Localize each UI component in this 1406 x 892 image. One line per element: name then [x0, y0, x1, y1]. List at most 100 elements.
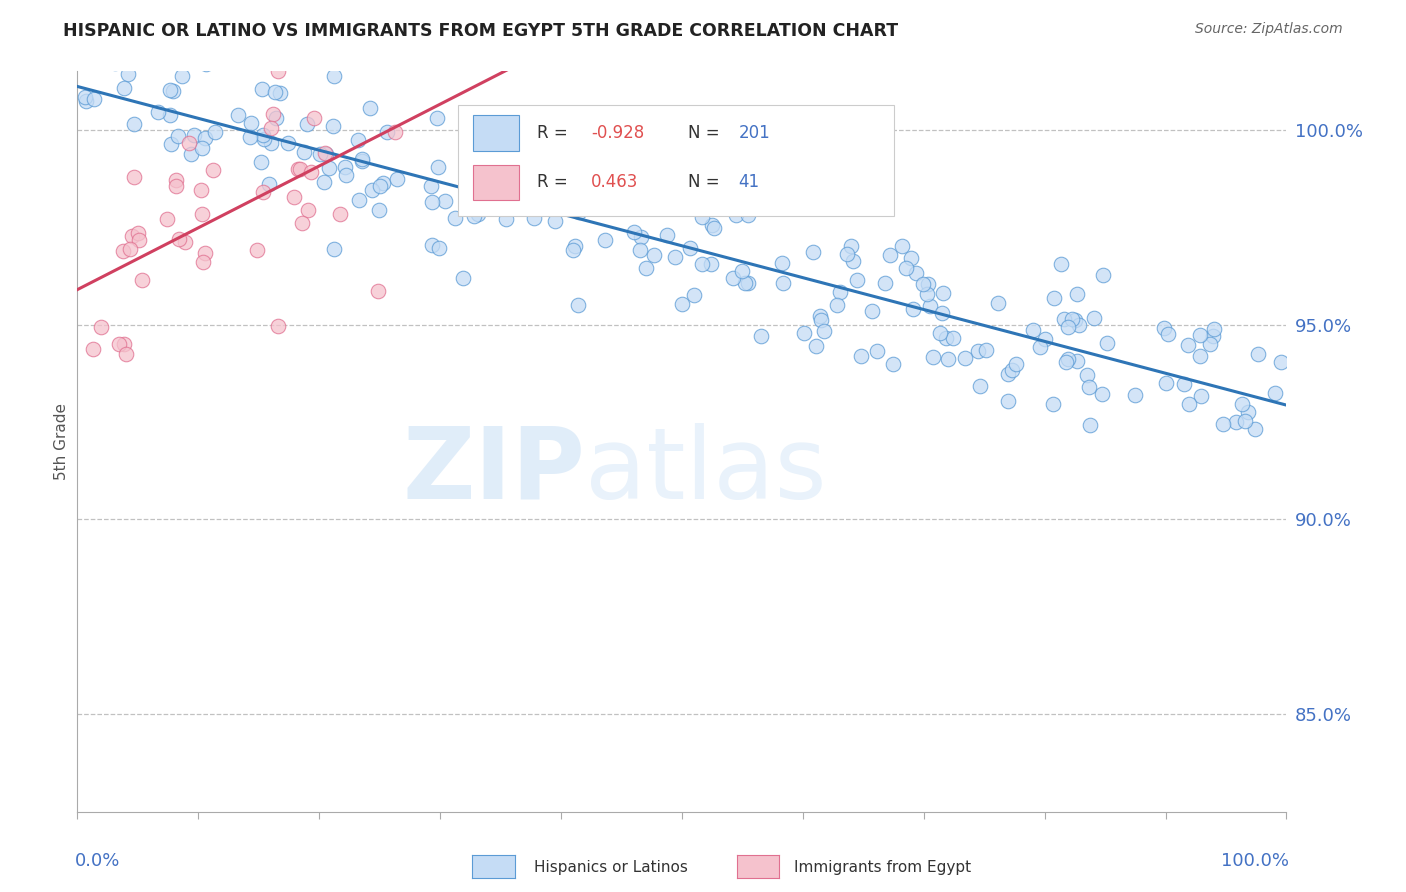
Point	[183, 128, 205, 143]
Point	[700, 257, 723, 271]
Point	[905, 266, 928, 280]
Point	[419, 179, 441, 194]
Point	[267, 319, 290, 334]
Point	[609, 195, 631, 210]
Point	[262, 107, 284, 121]
Point	[544, 214, 567, 228]
Point	[690, 210, 713, 224]
Point	[297, 203, 319, 218]
Point	[1244, 421, 1267, 435]
Point	[849, 349, 872, 363]
Point	[801, 244, 824, 259]
Point	[810, 313, 832, 327]
Point	[727, 194, 749, 209]
Bar	[472, 165, 519, 200]
Point	[628, 243, 651, 257]
Point	[1188, 327, 1211, 342]
Point	[1202, 329, 1225, 343]
Point	[283, 189, 305, 203]
Point	[875, 276, 897, 290]
Point	[986, 296, 1008, 310]
Point	[997, 394, 1019, 409]
Point	[122, 116, 145, 130]
Point	[911, 277, 934, 292]
Point	[901, 301, 924, 316]
Text: Immigrants from Egypt: Immigrants from Egypt	[794, 860, 972, 874]
Point	[299, 165, 322, 179]
Point	[420, 238, 443, 252]
Point	[550, 196, 572, 211]
Point	[322, 243, 344, 257]
Point	[842, 253, 865, 268]
Point	[928, 326, 950, 340]
Text: -0.928: -0.928	[592, 124, 644, 142]
Point	[1022, 323, 1045, 337]
Point	[346, 133, 368, 147]
Point	[322, 119, 344, 133]
Point	[724, 208, 747, 222]
Point	[589, 198, 612, 212]
Point	[955, 351, 977, 365]
Point	[1153, 321, 1175, 335]
Point	[309, 147, 332, 161]
Point	[253, 131, 276, 145]
Point	[290, 162, 312, 177]
Point	[367, 284, 389, 298]
Point	[1042, 397, 1064, 411]
Point	[335, 161, 357, 175]
Point	[194, 245, 217, 260]
Point	[974, 343, 997, 358]
Point	[1091, 268, 1114, 282]
Point	[329, 207, 352, 221]
Point	[260, 136, 283, 151]
Point	[375, 124, 398, 138]
Point	[657, 228, 679, 243]
Point	[793, 326, 815, 340]
Point	[314, 145, 336, 160]
Text: ZIP: ZIP	[402, 423, 585, 520]
Point	[1095, 336, 1118, 351]
Point	[1005, 357, 1028, 371]
Point	[1056, 352, 1078, 367]
Point	[1028, 341, 1050, 355]
Point	[112, 336, 135, 351]
Point	[252, 185, 274, 199]
Point	[730, 264, 752, 278]
Point	[322, 69, 344, 83]
Point	[700, 218, 723, 232]
Point	[1057, 319, 1080, 334]
Point	[104, 55, 127, 70]
Text: HISPANIC OR LATINO VS IMMIGRANTS FROM EGYPT 5TH GRADE CORRELATION CHART: HISPANIC OR LATINO VS IMMIGRANTS FROM EG…	[63, 22, 898, 40]
Point	[634, 261, 657, 276]
Point	[808, 309, 831, 323]
Point	[1154, 376, 1177, 391]
Point	[643, 247, 665, 261]
Point	[312, 175, 335, 189]
Text: 100.0%: 100.0%	[1220, 853, 1289, 871]
Point	[550, 173, 572, 187]
Point	[160, 136, 183, 151]
Point	[1049, 257, 1071, 271]
Point	[862, 303, 884, 318]
Point	[1054, 355, 1077, 369]
Point	[433, 194, 456, 208]
Point	[703, 221, 725, 235]
Point	[630, 230, 652, 244]
Point	[917, 287, 939, 301]
Point	[350, 154, 373, 169]
Point	[252, 81, 274, 95]
Point	[841, 239, 863, 253]
Point	[1053, 312, 1076, 326]
Point	[190, 183, 212, 197]
Point	[292, 145, 315, 159]
Point	[835, 246, 858, 260]
Point	[1157, 327, 1180, 342]
Point	[931, 306, 953, 320]
Point	[269, 86, 291, 100]
Point	[159, 83, 181, 97]
Point	[749, 328, 772, 343]
Point	[117, 67, 139, 81]
Point	[1067, 318, 1090, 333]
Point	[1189, 349, 1212, 363]
Point	[125, 53, 148, 67]
